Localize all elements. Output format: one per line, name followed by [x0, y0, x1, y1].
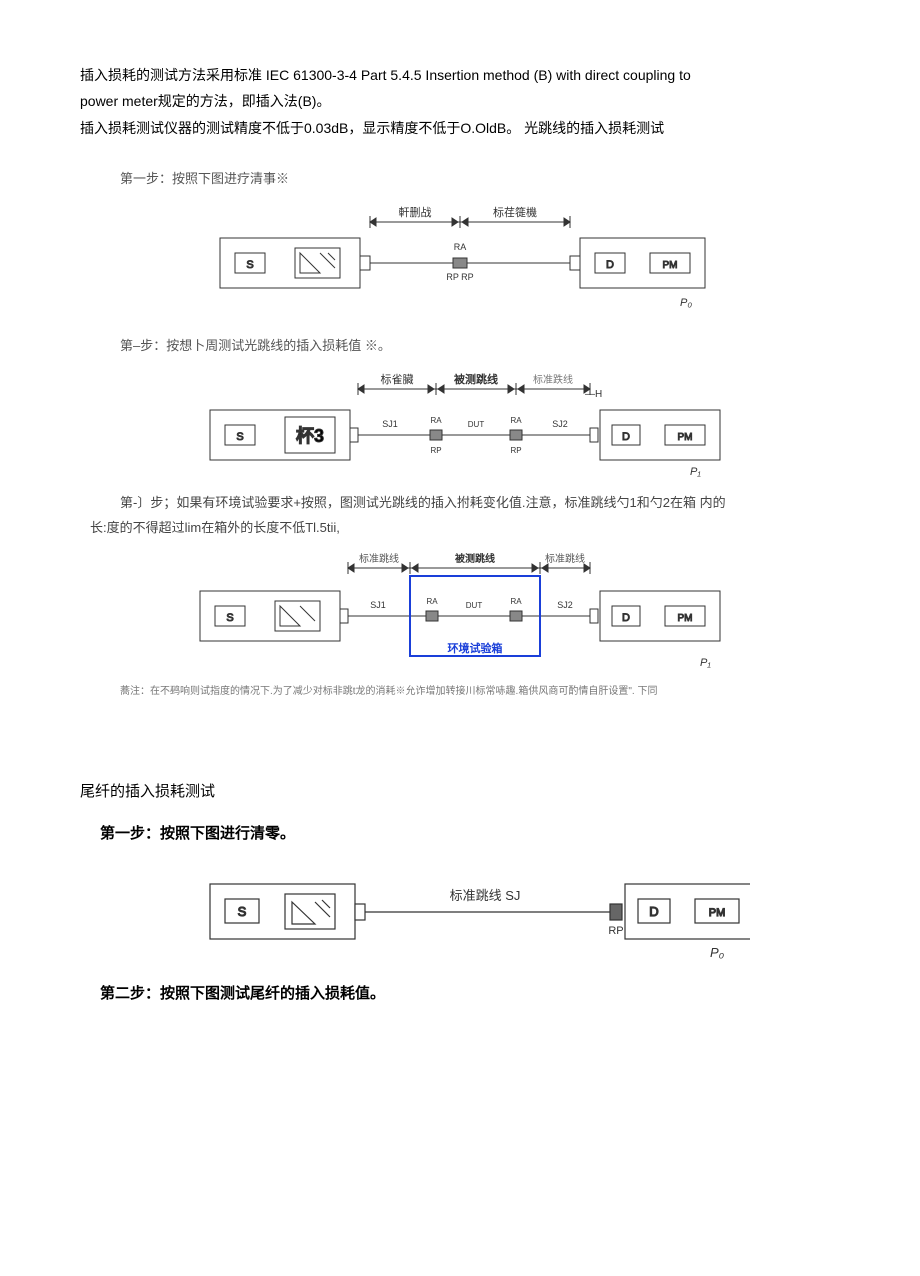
- d1-s-label: S: [246, 259, 253, 271]
- d2-rp2: RP: [510, 446, 521, 455]
- d3-dut: DUT: [466, 601, 483, 610]
- intro-line3: 插入损耗测试仪器的测试精度不低于0.03dB，显示精度不低于O.OldB。 光跳…: [80, 117, 840, 139]
- step3-label: 第-〕步；如果有环境试验要求+按照，图测试光跳线的插入拊耗变化值.注意，标准跳线…: [120, 493, 840, 514]
- d2-s: S: [236, 431, 243, 443]
- d3-top-mid: 被测跳线: [455, 552, 495, 565]
- d3-sj2: SJ2: [557, 600, 573, 610]
- section2-step1: 第一步：按照下图进行清零。: [100, 822, 840, 846]
- section2-step2: 第二步：按照下图测试尾纤的插入损耗值。: [100, 982, 840, 1006]
- d1-rprp: RP RP: [446, 272, 473, 282]
- diagram-2: S 杯3 D PM 标雀臟 被测跳线 标准跌线 —H SJ1 SJ2 RA RA…: [190, 365, 730, 485]
- d1-pm-label: PM: [663, 260, 678, 271]
- d1-p0: P₀: [680, 297, 692, 309]
- d2-ra1: RA: [430, 416, 442, 425]
- d3-ra1: RA: [426, 597, 438, 606]
- d4-p0: P₀: [710, 945, 725, 960]
- intro-line2: power meter规定的方法，即插入法(B)。: [80, 90, 840, 112]
- diagram-3: S D PM 标准跳线 被测跳线 标准跳线 SJ1 SJ2 RA RA DU: [180, 546, 740, 676]
- d2-top-mid: 被测跳线: [454, 372, 498, 386]
- step1-label: 第一步：按照下图进疗清事※: [120, 169, 840, 190]
- d4-rp: RP: [608, 925, 623, 937]
- intro-line1: 插入损耗的测试方法采用标准 IEC 61300-3-4 Part 5.4.5 I…: [80, 64, 840, 86]
- d2-top-left: 标雀臟: [381, 372, 414, 386]
- intro-block: 插入损耗的测试方法采用标准 IEC 61300-3-4 Part 5.4.5 I…: [80, 64, 840, 139]
- d2-p1: P₁: [690, 466, 701, 478]
- d2-h: —H: [585, 389, 602, 400]
- d3-s: S: [226, 612, 233, 624]
- d3-envbox: 环境试验箱: [448, 641, 503, 655]
- d2-pm: PM: [678, 432, 693, 443]
- d3-footnote: 蕎注：在不鹀响则试指度的情况下.为了减少对标非跳t龙的消耗※允诈增加转接川标常哧…: [120, 684, 840, 700]
- d2-ra2: RA: [510, 416, 522, 425]
- d2-sj2: SJ2: [552, 419, 568, 429]
- d1-top-right: 标荏簁機: [493, 205, 537, 219]
- d3-top-right: 标准跳线: [545, 552, 585, 565]
- d3-p1: P₁: [700, 657, 711, 669]
- d3-ra2: RA: [510, 597, 522, 606]
- d2-cup: 杯3: [296, 425, 324, 446]
- d2-d: D: [622, 431, 630, 443]
- d3-sj1: SJ1: [370, 600, 386, 610]
- d3-d: D: [622, 612, 630, 624]
- section2-title: 尾纤的插入损耗测试: [80, 780, 840, 804]
- d2-rp1: RP: [430, 446, 441, 455]
- d4-pm: PM: [709, 907, 726, 919]
- diagram-4: S D PM 标准跳线 SJ RP P₀: [170, 854, 750, 964]
- d3-pm: PM: [678, 613, 693, 624]
- step3-label2: 长:度的不得超过lim在箱外的长度不低Tl.5tii,: [90, 518, 840, 539]
- step2-label: 第–步：按想卜周测试光跳线的插入损耗值 ※。: [120, 336, 840, 357]
- diagram-1: S D PM 軒删战 标荏簁機 RA RP RP P₀: [200, 198, 720, 318]
- d4-top: 标准跳线 SJ: [450, 888, 521, 903]
- d2-top-right: 标准跌线: [533, 373, 573, 386]
- d1-top-left: 軒删战: [399, 206, 432, 219]
- d4-d: D: [649, 904, 658, 919]
- d3-top-left: 标准跳线: [359, 552, 399, 565]
- d1-d-label: D: [606, 259, 614, 271]
- d4-s: S: [238, 904, 247, 919]
- d2-dut: DUT: [468, 420, 485, 429]
- d2-sj1: SJ1: [382, 419, 398, 429]
- d1-ra: RA: [454, 242, 467, 252]
